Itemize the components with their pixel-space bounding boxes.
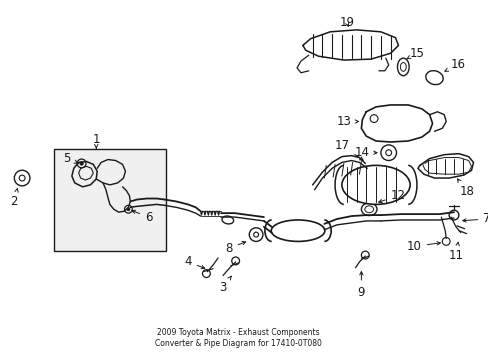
- Text: 8: 8: [225, 242, 245, 255]
- Text: 10: 10: [406, 240, 440, 253]
- Text: 15: 15: [406, 47, 424, 60]
- Circle shape: [80, 162, 83, 165]
- Text: 4: 4: [184, 255, 204, 269]
- Ellipse shape: [397, 58, 408, 76]
- Text: 13: 13: [336, 115, 358, 128]
- Text: 6: 6: [132, 210, 152, 224]
- Ellipse shape: [222, 216, 233, 224]
- Text: 2009 Toyota Matrix - Exhaust Components
Converter & Pipe Diagram for 17410-0T080: 2009 Toyota Matrix - Exhaust Components …: [155, 328, 321, 348]
- Text: 14: 14: [353, 146, 376, 159]
- Circle shape: [127, 208, 129, 210]
- Ellipse shape: [425, 71, 442, 85]
- Bar: [54, 149, 166, 251]
- Text: 17: 17: [334, 139, 363, 160]
- Text: 11: 11: [447, 242, 463, 262]
- Text: 18: 18: [457, 179, 473, 198]
- Text: 5: 5: [63, 152, 78, 165]
- Text: 1: 1: [92, 132, 100, 148]
- Ellipse shape: [364, 206, 373, 213]
- Text: 2: 2: [11, 189, 18, 208]
- Ellipse shape: [341, 165, 409, 204]
- Ellipse shape: [271, 220, 324, 242]
- Ellipse shape: [400, 63, 406, 71]
- Text: 16: 16: [444, 58, 465, 72]
- Ellipse shape: [361, 203, 376, 216]
- Text: 12: 12: [378, 189, 405, 203]
- Text: 7: 7: [462, 212, 488, 225]
- Text: 19: 19: [339, 15, 353, 28]
- Text: 3: 3: [219, 276, 231, 294]
- Text: 9: 9: [357, 271, 365, 298]
